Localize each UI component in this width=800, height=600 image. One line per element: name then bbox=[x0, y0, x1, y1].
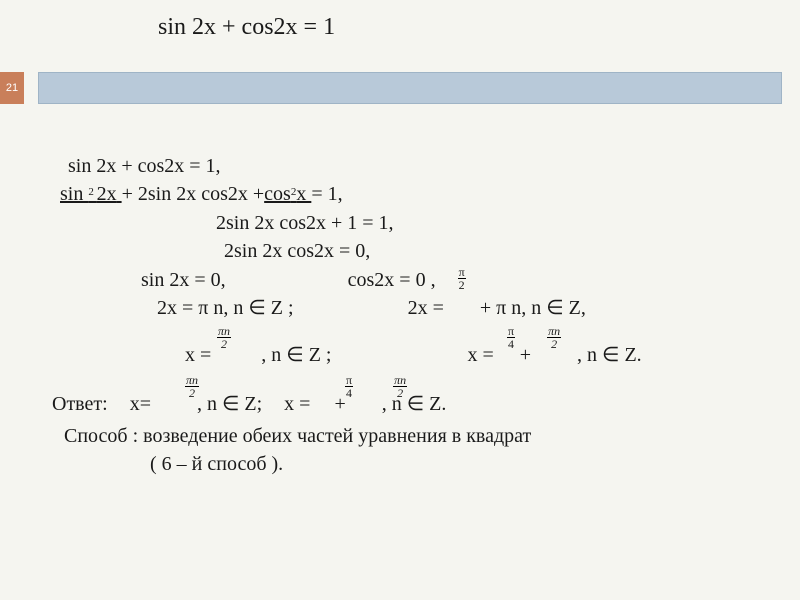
line-5: sin 2x = 0, cos2x = 0 , π 2 bbox=[52, 266, 762, 294]
t: 2x = bbox=[408, 297, 449, 319]
slide-title: sin 2x + cos2x = 1 bbox=[158, 14, 335, 41]
frac-den: 2 bbox=[547, 338, 561, 350]
t: 2x = π n, n ∈ Z ; bbox=[157, 297, 294, 319]
answer-label: Ответ: bbox=[52, 393, 108, 415]
t: + 2sin 2x cos2x + bbox=[122, 183, 265, 205]
t: 2x bbox=[97, 183, 117, 205]
fraction-pin-over-2: πn 2 bbox=[547, 325, 561, 350]
line-4: 2sin 2x cos2x = 0, bbox=[52, 237, 762, 265]
line-1: sin 2x + cos2x = 1, bbox=[52, 152, 762, 180]
line-3: 2sin 2x cos2x + 1 = 1, bbox=[52, 209, 762, 237]
fraction-pi-over-2: π 2 bbox=[458, 266, 466, 291]
page-number-badge: 21 bbox=[0, 72, 24, 104]
frac-den: 4 bbox=[507, 338, 515, 350]
fraction-pin-over-2: πn 2 bbox=[393, 374, 407, 399]
t: + bbox=[520, 344, 531, 366]
t: x = bbox=[185, 344, 216, 366]
t: sin bbox=[60, 183, 88, 205]
line-6: 2x = π n, n ∈ Z ; 2x = + π n, n ∈ Z, bbox=[52, 294, 762, 322]
frac-den: 4 bbox=[345, 387, 353, 399]
t: , n ∈ Z. bbox=[382, 393, 447, 415]
t: sin 2x = 0, bbox=[141, 269, 226, 291]
line-2-cos-underlined: cos2x bbox=[264, 183, 311, 205]
t: + π n, n ∈ Z, bbox=[480, 297, 586, 319]
frac-den: 2 bbox=[185, 387, 199, 399]
t: , n ∈ Z; bbox=[197, 393, 262, 415]
frac-den: 2 bbox=[217, 338, 231, 350]
t: cos bbox=[264, 183, 291, 205]
t: , n ∈ Z. bbox=[577, 344, 642, 366]
t: , n ∈ Z ; bbox=[261, 344, 331, 366]
t: x= bbox=[130, 393, 156, 415]
sup-2: 2 bbox=[291, 186, 297, 198]
t: x = bbox=[284, 393, 315, 415]
frac-den: 2 bbox=[458, 279, 466, 291]
fraction-pi-over-4: π 4 bbox=[345, 374, 353, 399]
math-content: sin 2x + cos2x = 1, sin 2 2x + 2sin 2x c… bbox=[52, 152, 762, 479]
t: x bbox=[296, 183, 311, 205]
line-2-sin-underlined: sin 2 2x bbox=[60, 183, 122, 205]
line-2: sin 2 2x + 2sin 2x cos2x +cos2x = 1, bbox=[52, 180, 762, 208]
header-banner bbox=[38, 72, 782, 104]
sup-2: 2 bbox=[88, 186, 96, 198]
t: = 1, bbox=[311, 183, 342, 205]
fraction-pi-over-4: π 4 bbox=[507, 325, 515, 350]
fraction-pin-over-2: πn 2 bbox=[185, 374, 199, 399]
t: cos2x = 0 , bbox=[348, 269, 436, 291]
frac-den: 2 bbox=[393, 387, 407, 399]
fraction-pin-over-2: πn 2 bbox=[217, 325, 231, 350]
method-line-1: Способ : возведение обеих частей уравнен… bbox=[52, 422, 762, 450]
t: x = bbox=[467, 344, 498, 366]
method-line-2: ( 6 – й способ ). bbox=[52, 450, 762, 478]
line-7: x = , n ∈ Z ; x = + , n ∈ Z. bbox=[52, 341, 762, 369]
